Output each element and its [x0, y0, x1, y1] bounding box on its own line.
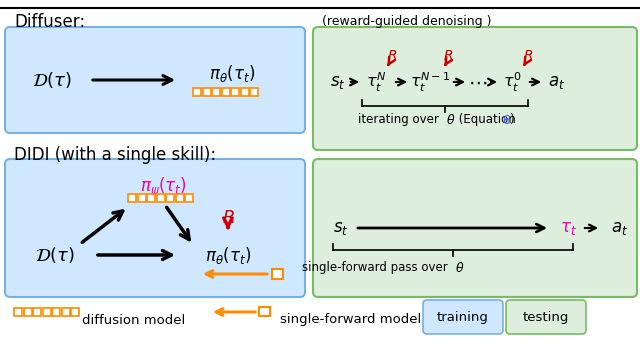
- Text: $a_t$: $a_t$: [611, 219, 628, 237]
- Text: $\tau_t^0$: $\tau_t^0$: [502, 70, 522, 93]
- Bar: [231, 88, 239, 96]
- Bar: [185, 194, 193, 202]
- Bar: [202, 88, 211, 96]
- FancyBboxPatch shape: [5, 159, 305, 297]
- Text: $s_t$: $s_t$: [330, 73, 346, 91]
- Text: $\theta$: $\theta$: [455, 261, 465, 275]
- Bar: [157, 194, 164, 202]
- Text: $\pi_\psi(\tau_t)$: $\pi_\psi(\tau_t)$: [140, 176, 186, 200]
- Bar: [193, 88, 201, 96]
- Text: $\mathit{R}$: $\mathit{R}$: [387, 49, 397, 63]
- Bar: [241, 88, 248, 96]
- Text: ): ): [509, 114, 514, 127]
- Bar: [71, 308, 79, 316]
- Bar: [52, 308, 60, 316]
- Bar: [166, 194, 174, 202]
- Bar: [61, 308, 70, 316]
- Text: $\pi_\theta(\tau_t)$: $\pi_\theta(\tau_t)$: [209, 62, 255, 84]
- Bar: [250, 88, 258, 96]
- Text: $\tau_t^{N-1}$: $\tau_t^{N-1}$: [410, 70, 450, 93]
- Bar: [128, 194, 136, 202]
- Text: $s_t$: $s_t$: [333, 219, 349, 237]
- Text: diffusion model: diffusion model: [82, 313, 185, 326]
- Text: $\mathit{R}$: $\mathit{R}$: [443, 49, 453, 63]
- Text: $\mathcal{D}(\tau)$: $\mathcal{D}(\tau)$: [32, 70, 72, 90]
- Text: single-forward pass over: single-forward pass over: [301, 262, 451, 275]
- Text: $\mathcal{D}(\tau)$: $\mathcal{D}(\tau)$: [35, 245, 75, 265]
- Text: (reward-guided denoising ): (reward-guided denoising ): [322, 15, 492, 29]
- Text: (Equation: (Equation: [455, 114, 520, 127]
- Text: $a_t$: $a_t$: [548, 73, 566, 91]
- Bar: [259, 307, 270, 316]
- Text: Diffuser:: Diffuser:: [14, 13, 85, 31]
- Text: single-forward model: single-forward model: [280, 313, 421, 326]
- Text: $\cdots$: $\cdots$: [468, 73, 488, 91]
- Bar: [24, 308, 31, 316]
- FancyBboxPatch shape: [506, 300, 586, 334]
- Bar: [221, 88, 230, 96]
- Bar: [14, 308, 22, 316]
- Text: DIDI (with a single skill):: DIDI (with a single skill):: [14, 146, 216, 164]
- Text: training: training: [437, 311, 489, 324]
- Bar: [175, 194, 184, 202]
- Bar: [272, 269, 283, 279]
- Bar: [42, 308, 51, 316]
- FancyBboxPatch shape: [423, 300, 503, 334]
- FancyBboxPatch shape: [5, 27, 305, 133]
- FancyBboxPatch shape: [313, 159, 637, 297]
- Text: $\tau_t^N$: $\tau_t^N$: [366, 70, 386, 93]
- Bar: [138, 194, 145, 202]
- Text: $\pi_\theta(\tau_t)$: $\pi_\theta(\tau_t)$: [205, 244, 251, 266]
- Text: 6: 6: [502, 114, 509, 127]
- Text: iterating over: iterating over: [358, 114, 443, 127]
- Text: $\tau_t$: $\tau_t$: [560, 219, 577, 237]
- Text: $\theta$: $\theta$: [446, 113, 456, 127]
- Bar: [212, 88, 220, 96]
- Bar: [147, 194, 155, 202]
- FancyBboxPatch shape: [313, 27, 637, 150]
- Bar: [33, 308, 41, 316]
- Text: testing: testing: [523, 311, 569, 324]
- Text: $\mathit{R}$: $\mathit{R}$: [523, 49, 533, 63]
- Text: $R$: $R$: [221, 209, 234, 227]
